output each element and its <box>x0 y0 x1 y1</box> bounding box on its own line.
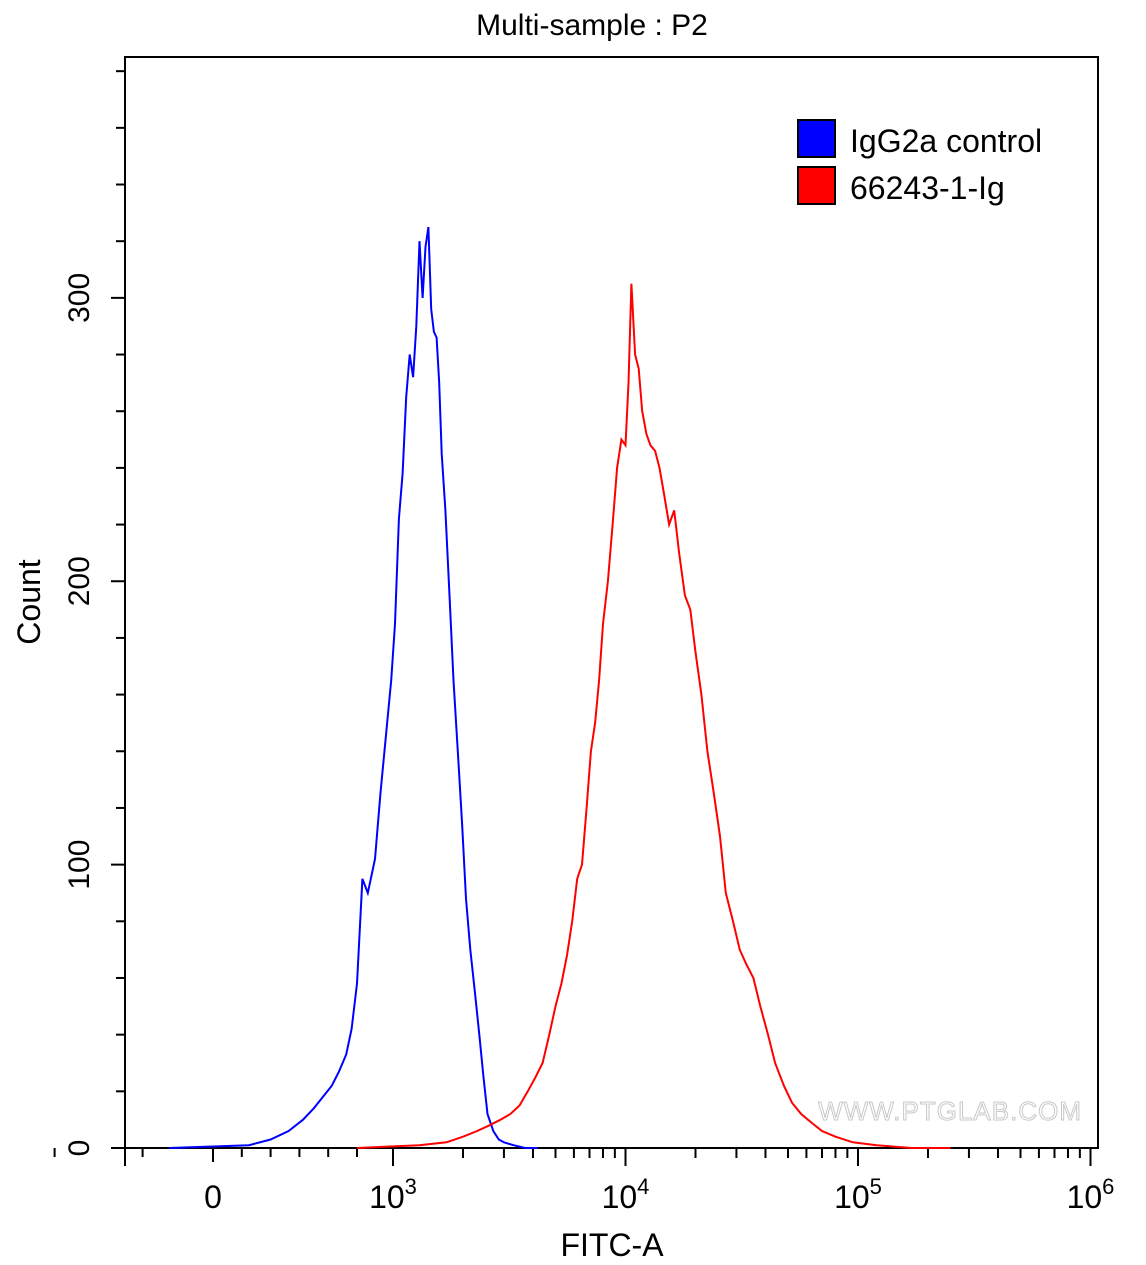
legend-swatch-66243-1-ig <box>797 166 836 205</box>
x-tick-label-exponent: 6 <box>1102 1174 1114 1199</box>
x-axis-ticks: 0 103 104 105 106 <box>53 1148 1115 1215</box>
x-tick-label-exponent: 3 <box>405 1174 417 1199</box>
x-tick-label-base: 10 <box>1067 1179 1103 1215</box>
x-tick-label-exponent: 5 <box>870 1174 882 1199</box>
x-tick-label-base: 10 <box>602 1179 638 1215</box>
x-tick-label-base: 10 <box>834 1179 870 1215</box>
legend-label-66243-1-ig: 66243-1-Ig <box>850 170 1005 206</box>
series-layer <box>168 226 951 1149</box>
y-axis-label: Count <box>11 559 47 645</box>
x-tick-label-base: 10 <box>369 1179 405 1215</box>
chart-title: Multi-sample : P2 <box>476 9 708 42</box>
watermark: WWW.PTGLAB.COM <box>818 1096 1082 1126</box>
legend-label-igg2a-control: IgG2a control <box>850 123 1042 159</box>
x-tick-label: 104 <box>602 1174 650 1215</box>
x-tick-label: 0 <box>204 1179 222 1215</box>
legend: IgG2a control 66243-1-Ig <box>797 119 1042 206</box>
x-tick-label-base: 0 <box>204 1179 222 1215</box>
legend-swatch-igg2a-control <box>797 119 836 158</box>
y-tick-label: 0 <box>63 1140 96 1157</box>
y-axis-ticks: 0 100 200 300 <box>63 70 125 1157</box>
y-tick-label: 300 <box>63 273 96 323</box>
y-tick-label: 200 <box>63 556 96 606</box>
x-tick-label: 106 <box>1067 1174 1115 1215</box>
x-axis-label: FITC-A <box>560 1227 664 1263</box>
x-tick-label-exponent: 4 <box>637 1174 649 1199</box>
series-line-66243-1-ig <box>356 283 951 1149</box>
plot-frame <box>124 56 1099 1149</box>
x-tick-label: 105 <box>834 1174 882 1215</box>
x-tick-label: 103 <box>369 1174 417 1215</box>
y-tick-label: 100 <box>63 840 96 890</box>
series-line-igg2a-control <box>168 226 538 1149</box>
